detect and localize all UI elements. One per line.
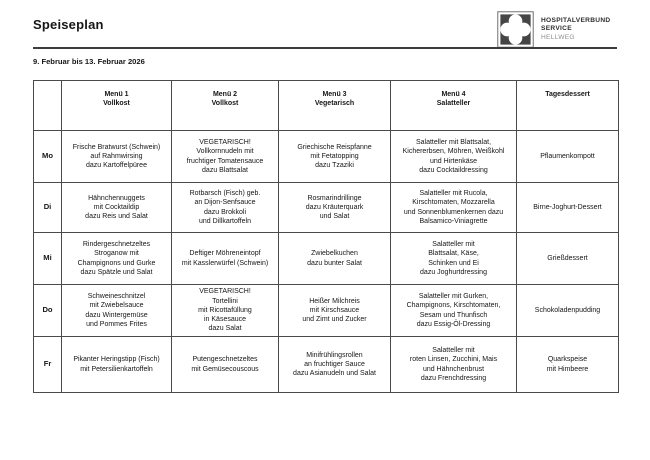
page-title: Speiseplan	[33, 17, 104, 32]
meal-cell-di-menu-2: Rotbarsch (Fisch) geb. an Dijon-Senfsauc…	[171, 182, 279, 233]
meal-cell-do-menu-1: Schweineschnitzel mit Zwiebelsauce dazu …	[61, 284, 172, 337]
day-label: Di	[33, 182, 62, 233]
meal-cell-do-menu-3: Heißer Milchreis mit Kirschsauce und Zim…	[278, 284, 391, 337]
table-row-tuesday: Di Hähnchennuggets mit Cocktaildip dazu …	[33, 182, 619, 233]
meal-cell-mi-menu-4: Salatteller mit Blattsalat, Käse, Schink…	[390, 232, 517, 285]
day-label: Fr	[33, 336, 62, 393]
meal-cell-mo-menu-1: Frische Bratwurst (Schwein) auf Rahmwirs…	[61, 130, 172, 183]
day-label: Do	[33, 284, 62, 337]
meal-cell-di-dessert: Birne-Joghurt-Dessert	[516, 182, 619, 233]
table-header-row: Menü 1 Vollkost Menü 2 Vollkost Menü 3 V…	[33, 80, 619, 131]
logo-line-3: HELLWEG	[541, 33, 575, 41]
logo-line-2: SERVICE	[541, 25, 572, 33]
logo-wordmark: HOSPITALVERBUND SERVICE HELLWEG	[541, 17, 610, 43]
day-label: Mi	[33, 232, 62, 285]
table-row-wednesday: Mi Rindergeschnetzeltes Stroganow mit Ch…	[33, 232, 619, 285]
meal-cell-mo-dessert: Pflaumenkompott	[516, 130, 619, 183]
corner-cell	[33, 80, 62, 131]
hospitalverbund-logo: HOSPITALVERBUND SERVICE HELLWEG	[497, 11, 610, 48]
meal-cell-do-dessert: Schokoladenpudding	[516, 284, 619, 337]
meal-cell-di-menu-4: Salatteller mit Rucola, Kirschtomaten, M…	[390, 182, 517, 233]
meal-cell-mi-menu-1: Rindergeschnetzeltes Stroganow mit Champ…	[61, 232, 172, 285]
hospital-cross-icon	[497, 11, 534, 48]
meal-cell-do-menu-4: Salatteller mit Gurken, Champignons, Kir…	[390, 284, 517, 337]
table-row-monday: Mo Frische Bratwurst (Schwein) auf Rahmw…	[33, 130, 619, 183]
meal-cell-mi-menu-2: Deftiger Möhreneintopf mit Kasslerwürfel…	[171, 232, 279, 285]
meal-cell-mo-menu-2: VEGETARISCH! Vollkornnudeln mit fruchtig…	[171, 130, 279, 183]
meal-cell-fr-menu-4: Salatteller mit roten Linsen, Zucchini, …	[390, 336, 517, 393]
meal-cell-fr-menu-1: Pikanter Heringstipp (Fisch) mit Petersi…	[61, 336, 172, 393]
meal-cell-mo-menu-4: Salatteller mit Blattsalat, Kichererbsen…	[390, 130, 517, 183]
meal-cell-di-menu-1: Hähnchennuggets mit Cocktaildip dazu Rei…	[61, 182, 172, 233]
column-header-menu-4: Menü 4 Salatteller	[390, 80, 517, 131]
date-range-label: 9. Februar bis 13. Februar 2026	[33, 57, 145, 66]
column-header-menu-1: Menü 1 Vollkost	[61, 80, 172, 131]
meal-cell-fr-menu-3: Minifrühlingsrollen an fruchtiger Sauce …	[278, 336, 391, 393]
menu-table: Menü 1 Vollkost Menü 2 Vollkost Menü 3 V…	[33, 80, 619, 393]
meal-cell-mi-dessert: Grießdessert	[516, 232, 619, 285]
table-row-friday: Fr Pikanter Heringstipp (Fisch) mit Pete…	[33, 336, 619, 393]
meal-cell-do-menu-2: VEGETARISCH! Tortellini mit Ricottafüllu…	[171, 284, 279, 337]
table-row-thursday: Do Schweineschnitzel mit Zwiebelsauce da…	[33, 284, 619, 337]
meal-cell-di-menu-3: Rosmarindrillinge dazu Kräuterquark und …	[278, 182, 391, 233]
logo-line-1: HOSPITALVERBUND	[541, 16, 611, 24]
day-label: Mo	[33, 130, 62, 183]
meal-cell-mo-menu-3: Griechische Reispfanne mit Fetatopping d…	[278, 130, 391, 183]
column-header-dessert: Tagesdessert	[516, 80, 619, 131]
meal-cell-mi-menu-3: Zwiebelkuchen dazu bunter Salat	[278, 232, 391, 285]
header-divider	[33, 47, 617, 49]
column-header-menu-2: Menü 2 Vollkost	[171, 80, 279, 131]
meal-cell-fr-dessert: Quarkspeise mit Himbeere	[516, 336, 619, 393]
meal-cell-fr-menu-2: Putengeschnetzeltes mit Gemüsecouscous	[171, 336, 279, 393]
column-header-menu-3: Menü 3 Vegetarisch	[278, 80, 391, 131]
